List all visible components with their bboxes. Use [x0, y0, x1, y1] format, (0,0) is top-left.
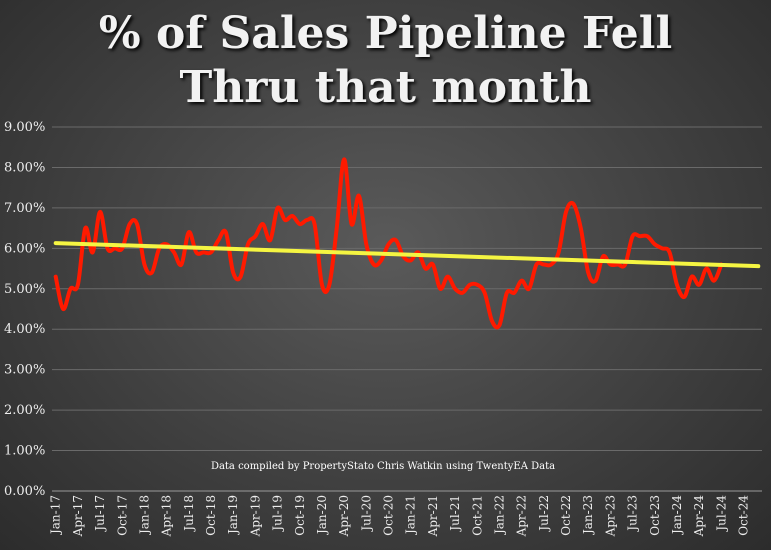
- x-tick-label: Jan-19: [226, 495, 240, 536]
- y-tick-label: 7.00%: [4, 201, 45, 216]
- x-tick-label: Jul-17: [93, 495, 107, 533]
- x-tick-label: Jan-17: [49, 495, 63, 536]
- gridlines: [52, 126, 762, 492]
- x-tick-label: Jan-23: [581, 495, 595, 536]
- x-tick-label: Apr-21: [426, 495, 440, 537]
- trend-line: [53, 241, 761, 269]
- x-tick-label: Apr-20: [337, 495, 351, 537]
- data-source-annotation: Data compiled by PropertyStato Chris Wat…: [211, 461, 555, 472]
- x-tick-label: Apr-18: [160, 495, 174, 537]
- series-line: [53, 157, 724, 330]
- y-tick-label: 6.00%: [4, 241, 45, 256]
- x-tick-label: Jul-22: [537, 495, 551, 533]
- x-tick-label: Oct-18: [204, 495, 218, 536]
- x-tick-label: Jul-23: [626, 495, 640, 533]
- chart-title-line-2: Thru that month: [179, 62, 592, 113]
- x-tick-label: Apr-19: [248, 495, 262, 537]
- x-tick-label: Jul-19: [271, 495, 285, 533]
- x-tick-label: Oct-24: [737, 495, 751, 536]
- x-tick-label: Oct-22: [559, 495, 573, 536]
- x-tick-label: Oct-17: [115, 495, 129, 536]
- x-tick-label: Apr-23: [603, 495, 617, 537]
- x-tick-label: Apr-24: [692, 495, 706, 538]
- y-tick-label: 3.00%: [4, 363, 45, 378]
- x-tick-label: Apr-22: [515, 495, 529, 537]
- y-tick-label: 4.00%: [4, 322, 45, 337]
- y-tick-label: 5.00%: [4, 282, 45, 297]
- x-tick-label: Jan-21: [404, 495, 418, 536]
- chart-title-line-1: % of Sales Pipeline Fell: [98, 8, 673, 59]
- x-tick-label: Oct-21: [470, 495, 484, 536]
- y-tick-label: 8.00%: [4, 160, 45, 175]
- x-axis-ticks: Jan-17 Apr-17 Jul-17 Oct-17 Jan-18 Apr-18 Jul-…: [49, 495, 751, 538]
- x-tick-label: Oct-20: [382, 495, 396, 536]
- series-layer: [53, 157, 761, 330]
- x-tick-label: Oct-23: [648, 495, 662, 536]
- y-tick-label: 1.00%: [4, 444, 45, 459]
- x-tick-label: Jan-20: [315, 495, 329, 536]
- x-tick-label: Jul-24: [714, 495, 728, 533]
- x-tick-label: Jul-20: [359, 495, 373, 533]
- y-tick-label: 9.00%: [4, 120, 45, 135]
- x-tick-label: Jul-21: [448, 495, 462, 533]
- x-tick-label: Jan-22: [492, 495, 506, 536]
- x-tick-label: Jul-18: [182, 495, 196, 533]
- x-tick-label: Jan-24: [670, 495, 684, 536]
- y-tick-label: 0.00%: [4, 484, 45, 499]
- y-axis-ticks: 0.00% 1.00% 2.00% 3.00% 4.00% 5.00% 6.00% 7.00%…: [4, 120, 45, 499]
- x-tick-label: Apr-17: [71, 495, 85, 537]
- x-tick-label: Oct-19: [293, 495, 307, 536]
- x-tick-label: Jan-18: [137, 495, 151, 536]
- y-tick-label: 2.00%: [4, 403, 45, 418]
